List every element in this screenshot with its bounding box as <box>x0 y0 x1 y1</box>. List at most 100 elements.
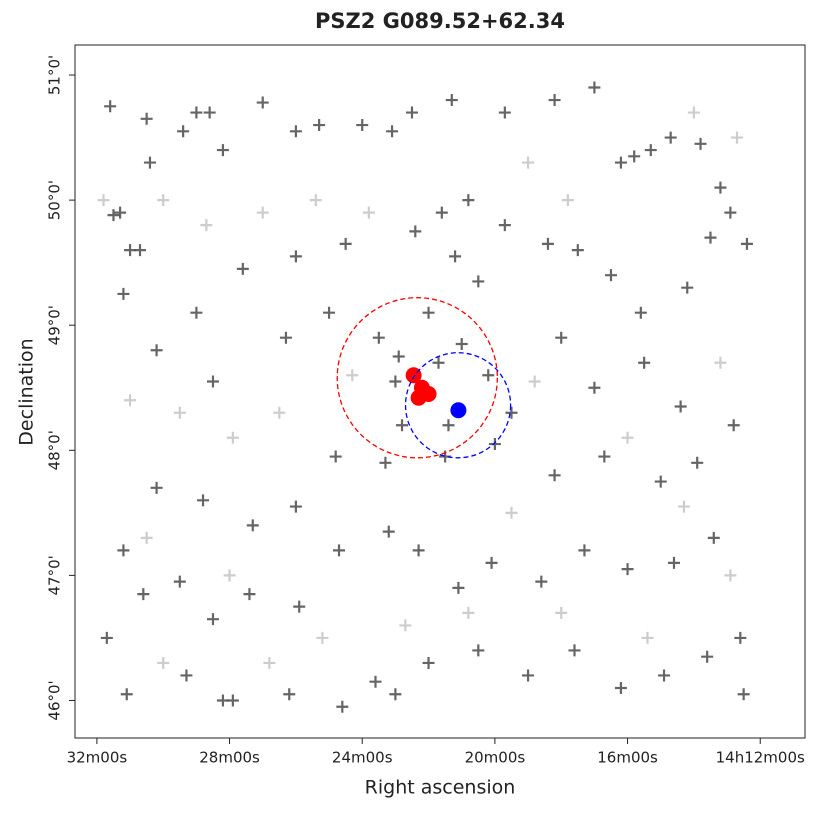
star-marker <box>644 144 657 157</box>
aperture-circle <box>404 352 512 459</box>
star-marker <box>256 206 269 219</box>
star-marker <box>667 556 680 569</box>
star-marker <box>273 406 286 419</box>
star-marker <box>638 356 651 369</box>
star-marker <box>641 631 654 644</box>
star-marker <box>289 125 302 138</box>
star-marker <box>455 337 468 350</box>
x-tick-label: 20m00s <box>465 749 526 767</box>
y-tick-label: 47°0' <box>46 555 64 595</box>
star-marker <box>445 94 458 107</box>
star-marker <box>137 588 150 601</box>
star-marker <box>97 194 110 207</box>
star-marker <box>316 631 329 644</box>
star-marker <box>356 119 369 132</box>
star-marker <box>107 209 120 222</box>
star-marker <box>731 131 744 144</box>
star-marker <box>289 250 302 263</box>
star-marker <box>422 656 435 669</box>
star-marker <box>522 156 535 169</box>
x-tick-label: 14h12m00s <box>716 749 805 767</box>
star-marker <box>472 275 485 288</box>
chart-title: PSZ2 G089.52+62.34 <box>315 9 565 33</box>
star-marker <box>190 106 203 119</box>
star-marker <box>548 94 561 107</box>
star-marker <box>588 81 601 94</box>
star-marker <box>498 106 511 119</box>
star-marker <box>346 369 359 382</box>
star-marker <box>173 575 186 588</box>
star-marker <box>313 119 326 132</box>
star-marker <box>548 469 561 482</box>
star-marker <box>150 481 163 494</box>
star-marker <box>150 344 163 357</box>
y-tick-label: 48°0' <box>46 430 64 470</box>
star-marker <box>124 394 137 407</box>
star-marker <box>449 250 462 263</box>
star-marker <box>246 519 259 532</box>
star-marker <box>197 494 210 507</box>
star-marker <box>727 419 740 432</box>
star-marker <box>621 563 634 576</box>
star-marker <box>528 375 541 388</box>
star-marker <box>283 688 296 701</box>
star-marker <box>498 219 511 232</box>
star-marker <box>571 244 584 257</box>
star-marker <box>704 231 717 244</box>
star-marker <box>452 581 465 594</box>
star-marker <box>485 556 498 569</box>
aperture-circle <box>336 297 498 459</box>
star-marker <box>236 262 249 275</box>
star-marker <box>206 613 219 626</box>
star-marker <box>555 331 568 344</box>
star-marker <box>216 694 229 707</box>
star-marker <box>568 644 581 657</box>
star-marker <box>389 375 402 388</box>
star-marker <box>140 531 153 544</box>
star-marker <box>362 206 375 219</box>
star-marker <box>206 375 219 388</box>
star-marker <box>724 206 737 219</box>
star-marker <box>691 456 704 469</box>
star-marker <box>216 144 229 157</box>
star-marker <box>405 106 418 119</box>
star-marker <box>681 281 694 294</box>
star-marker <box>654 475 667 488</box>
star-marker <box>263 656 276 669</box>
star-marker <box>339 237 352 250</box>
y-axis-label: Declination <box>16 338 38 445</box>
star-marker <box>472 644 485 657</box>
star-marker <box>462 194 475 207</box>
star-marker <box>488 438 501 451</box>
x-tick-label: 32m00s <box>67 749 128 767</box>
star-marker <box>535 575 548 588</box>
star-marker <box>399 619 412 632</box>
star-marker <box>372 331 385 344</box>
star-marker <box>578 544 591 557</box>
star-marker <box>177 125 190 138</box>
star-marker <box>522 669 535 682</box>
source-marker <box>410 389 427 406</box>
star-marker <box>256 96 269 109</box>
star-marker <box>369 675 382 688</box>
star-marker <box>505 506 518 519</box>
star-marker <box>190 306 203 319</box>
star-marker <box>734 631 747 644</box>
star-marker <box>422 306 435 319</box>
star-marker <box>293 600 306 613</box>
plot-frame <box>74 44 806 739</box>
star-marker <box>389 688 402 701</box>
y-tick-label: 49°0' <box>46 305 64 345</box>
star-marker <box>124 244 137 257</box>
star-marker <box>614 681 627 694</box>
star-marker <box>658 669 671 682</box>
star-marker <box>323 306 336 319</box>
star-marker <box>140 112 153 125</box>
star-marker <box>329 450 342 463</box>
star-marker <box>604 269 617 282</box>
star-marker <box>200 219 213 232</box>
star-marker <box>143 156 156 169</box>
star-marker <box>100 631 113 644</box>
y-tick-label: 51°0' <box>46 55 64 95</box>
